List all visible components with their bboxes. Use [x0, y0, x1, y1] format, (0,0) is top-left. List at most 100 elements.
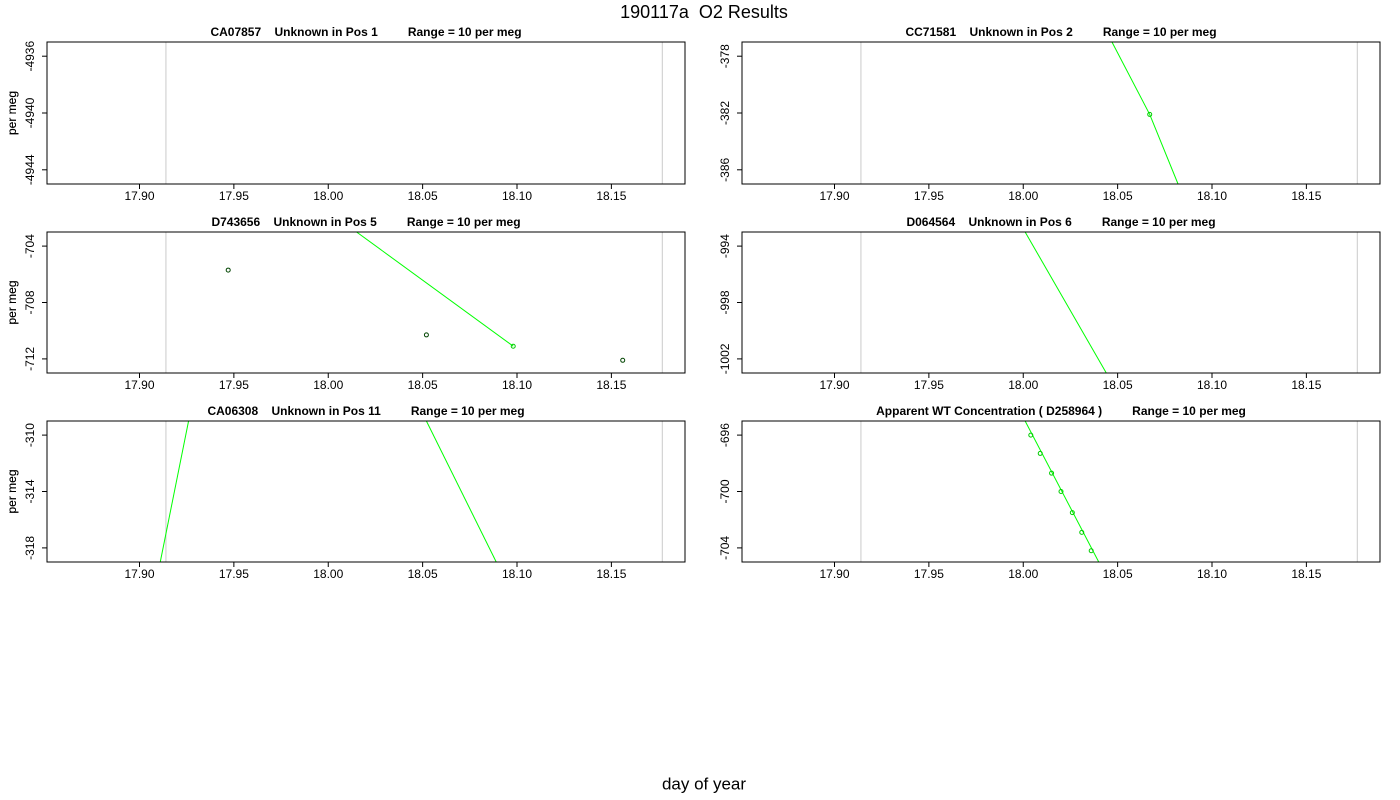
- panel: D064564 Unknown in Pos 6 Range = 10 per …: [5, 215, 1381, 392]
- plot-area: [1111, 42, 1179, 184]
- y-tick-label: -382: [718, 101, 732, 125]
- panel-title: CC71581 Unknown in Pos 2 Range = 10 per …: [905, 25, 1216, 39]
- data-point: [1058, 489, 1064, 494]
- x-tick-label: 17.90: [124, 189, 154, 203]
- panel: CA06308 Unknown in Pos 11 Range = 10 per…: [5, 404, 686, 581]
- y-tick-label: -4936: [23, 41, 37, 72]
- y-tick-label: -700: [718, 479, 732, 503]
- data-line: [356, 232, 514, 347]
- data-point: [1037, 450, 1043, 456]
- axes-box: [46, 231, 686, 374]
- axes-box: [741, 420, 1381, 563]
- y-axis-label: per meg: [5, 469, 19, 513]
- x-tick-label: 18.00: [313, 378, 343, 392]
- figure-title: 190117a O2 Results: [620, 2, 788, 22]
- axes-box: [741, 231, 1381, 374]
- data-line: [159, 421, 190, 562]
- data-line: [1024, 232, 1107, 373]
- axes-box: [46, 41, 686, 185]
- panel-title: D064564 Unknown in Pos 6 Range = 10 per …: [906, 215, 1215, 229]
- y-tick-label: -708: [23, 290, 37, 314]
- data-point: [1069, 510, 1075, 516]
- x-tick-label: 18.00: [1008, 567, 1038, 581]
- x-tick-label: 18.05: [1103, 378, 1133, 392]
- x-tick-label: 18.00: [313, 567, 343, 581]
- x-tick-label: 18.10: [1197, 189, 1227, 203]
- x-tick-label: 18.15: [596, 567, 626, 581]
- plot-area: [1024, 421, 1100, 562]
- panel: D743656 Unknown in Pos 5 Range = 10 per …: [5, 215, 686, 392]
- panel-title: D743656 Unknown in Pos 5 Range = 10 per …: [211, 215, 520, 229]
- data-line: [1111, 42, 1179, 184]
- x-axis-label: day of year: [662, 774, 746, 793]
- y-axis-label: per meg: [5, 280, 19, 324]
- y-axis-label: per meg: [5, 280, 19, 324]
- x-tick-label: 18.05: [1103, 567, 1133, 581]
- x-tick-label: 18.15: [596, 189, 626, 203]
- data-point: [1028, 432, 1034, 438]
- y-tick-label: -998: [718, 290, 732, 314]
- data-line: [1024, 421, 1100, 562]
- x-tick-label: 18.10: [502, 567, 532, 581]
- y-axis-label: per meg: [5, 469, 19, 513]
- plot-area: [159, 421, 497, 562]
- x-tick-label: 18.10: [502, 378, 532, 392]
- y-tick-label: -4940: [23, 97, 37, 128]
- plot-area: [1024, 232, 1107, 373]
- axes-box: [46, 420, 686, 563]
- x-tick-label: 17.90: [819, 567, 849, 581]
- x-tick-label: 18.05: [408, 378, 438, 392]
- y-tick-label: -704: [23, 234, 37, 258]
- x-tick-label: 17.90: [124, 567, 154, 581]
- y-tick-label: -318: [23, 536, 37, 560]
- data-point: [620, 357, 626, 363]
- panel: Apparent WT Concentration ( D258964 ) Ra…: [5, 404, 1381, 581]
- x-tick-label: 17.95: [914, 567, 944, 581]
- x-tick-label: 17.90: [819, 189, 849, 203]
- x-tick-label: 17.95: [219, 567, 249, 581]
- y-tick-label: -696: [718, 423, 732, 447]
- x-tick-label: 18.15: [1291, 567, 1321, 581]
- panel-title: Apparent WT Concentration ( D258964 ) Ra…: [876, 404, 1246, 418]
- x-tick-label: 18.00: [1008, 378, 1038, 392]
- x-tick-label: 18.05: [1103, 189, 1133, 203]
- y-tick-label: -1002: [718, 343, 732, 374]
- y-axis-label: per meg: [5, 91, 19, 135]
- y-tick-label: -704: [718, 536, 732, 560]
- x-tick-label: 17.95: [914, 189, 944, 203]
- data-line: [425, 421, 497, 562]
- y-tick-label: -994: [718, 234, 732, 258]
- panel: CA07857 Unknown in Pos 1 Range = 10 per …: [5, 25, 686, 203]
- x-tick-label: 17.90: [819, 378, 849, 392]
- x-tick-label: 18.10: [1197, 378, 1227, 392]
- x-tick-label: 18.05: [408, 189, 438, 203]
- data-point: [225, 267, 231, 273]
- x-tick-label: 17.90: [124, 378, 154, 392]
- y-tick-label: -378: [718, 44, 732, 68]
- x-tick-label: 17.95: [219, 378, 249, 392]
- data-point: [1147, 111, 1153, 117]
- panel-title: CA06308 Unknown in Pos 11 Range = 10 per…: [207, 404, 524, 418]
- panel: CC71581 Unknown in Pos 2 Range = 10 per …: [5, 25, 1381, 203]
- y-tick-label: -314: [23, 479, 37, 503]
- y-tick-label: -386: [718, 157, 732, 181]
- data-point: [1088, 548, 1094, 554]
- axes-box: [741, 41, 1381, 185]
- data-point: [510, 343, 516, 349]
- x-tick-label: 18.00: [1008, 189, 1038, 203]
- x-tick-label: 18.15: [1291, 378, 1321, 392]
- y-axis-label: per meg: [5, 91, 19, 135]
- x-tick-label: 18.15: [596, 378, 626, 392]
- x-tick-label: 18.05: [408, 567, 438, 581]
- data-point: [1049, 470, 1055, 476]
- x-tick-label: 18.00: [313, 189, 343, 203]
- data-point: [1079, 529, 1085, 535]
- x-tick-label: 18.10: [1197, 567, 1227, 581]
- x-tick-label: 18.10: [502, 189, 532, 203]
- plot-area: [225, 232, 626, 363]
- x-tick-label: 17.95: [914, 378, 944, 392]
- data-point: [423, 332, 429, 338]
- y-tick-label: -310: [23, 423, 37, 447]
- y-tick-label: -712: [23, 347, 37, 371]
